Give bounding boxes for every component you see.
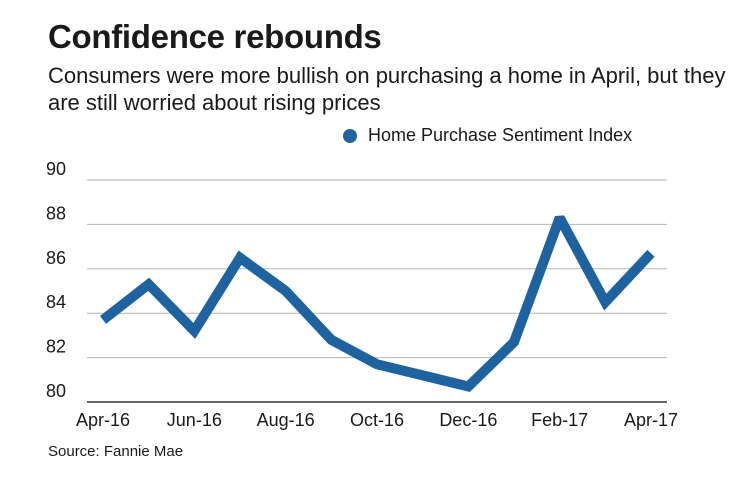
legend-label: Home Purchase Sentiment Index (368, 125, 633, 145)
chart-subtitle: Consumers were more bullish on purchasin… (48, 63, 726, 115)
legend: Home Purchase Sentiment Index (343, 125, 632, 146)
x-tick-label: Aug-16 (257, 410, 315, 430)
series-line-0 (99, 215, 655, 393)
chart-title: Confidence rebounds (48, 18, 382, 55)
x-tick-label: Jun-16 (167, 410, 222, 430)
x-tick-label: Apr-17 (624, 410, 678, 430)
x-tick-label: Feb-17 (531, 410, 588, 430)
y-tick-label: 90 (46, 159, 66, 179)
y-tick-label: 86 (46, 248, 66, 268)
x-tick-label: Oct-16 (350, 410, 404, 430)
x-tick-label: Apr-16 (76, 410, 130, 430)
source-note: Source: Fannie Mae (48, 443, 184, 460)
y-tick-label: 88 (46, 203, 66, 223)
x-tick-label: Dec-16 (439, 410, 497, 430)
y-tick-label: 80 (46, 381, 66, 401)
y-tick-label: 82 (46, 337, 66, 357)
y-tick-label: 84 (46, 292, 66, 312)
legend-marker-icon (343, 128, 357, 143)
